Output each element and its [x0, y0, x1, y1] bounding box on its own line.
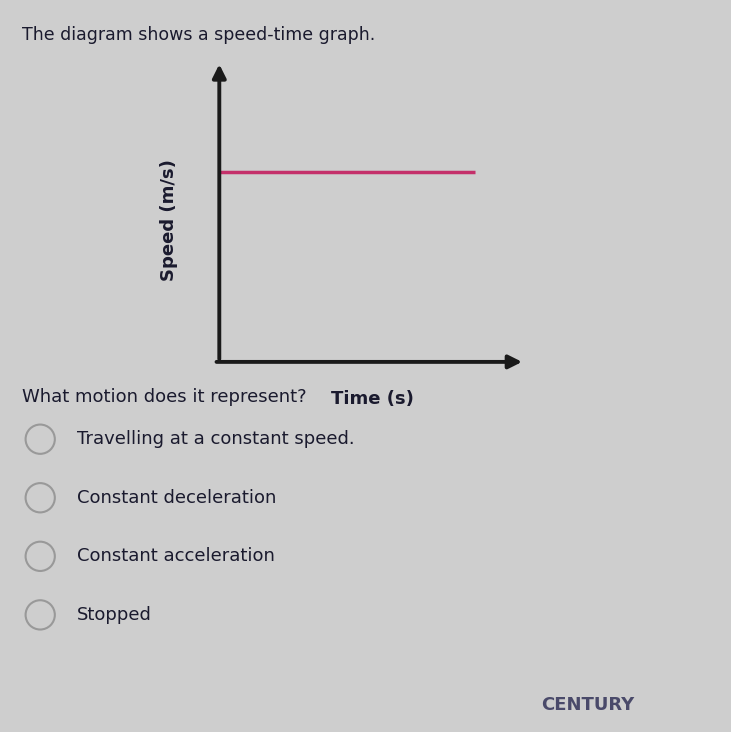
Text: The diagram shows a speed-time graph.: The diagram shows a speed-time graph.	[22, 26, 375, 44]
Text: Constant deceleration: Constant deceleration	[77, 489, 276, 507]
Text: CENTURY: CENTURY	[541, 695, 635, 714]
Text: Time (s): Time (s)	[330, 390, 414, 408]
Text: Travelling at a constant speed.: Travelling at a constant speed.	[77, 430, 355, 448]
Text: What motion does it represent?: What motion does it represent?	[22, 388, 306, 406]
Text: Stopped: Stopped	[77, 606, 151, 624]
Text: Speed (m/s): Speed (m/s)	[160, 159, 178, 280]
Text: Constant acceleration: Constant acceleration	[77, 548, 275, 565]
